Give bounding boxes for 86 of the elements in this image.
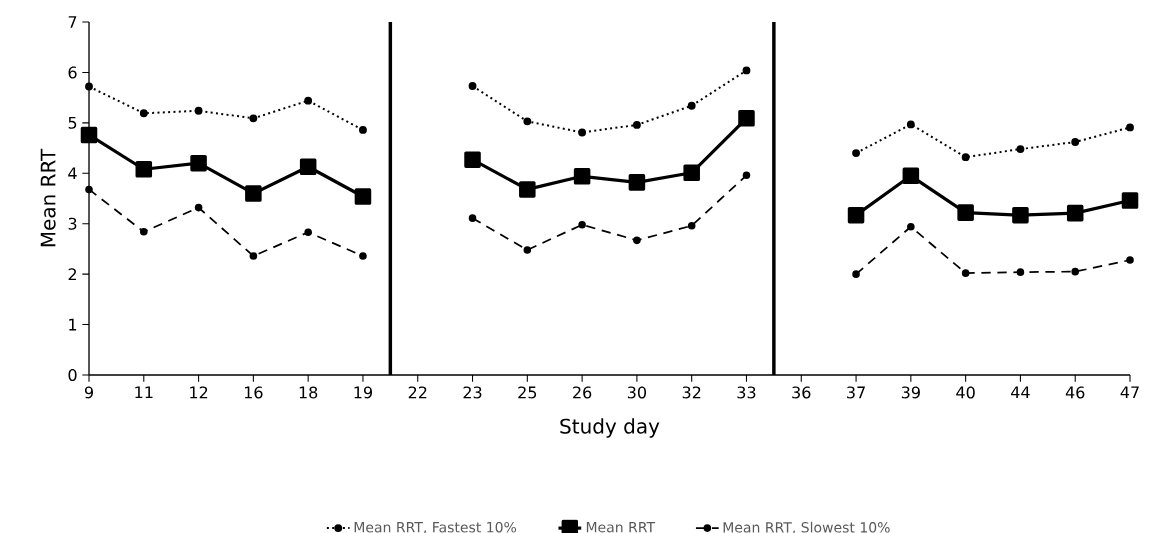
- point: [907, 222, 915, 231]
- point: [628, 174, 646, 191]
- x-tick-label: 44: [1011, 386, 1030, 399]
- y-tick-label: 2: [68, 268, 77, 281]
- point: [742, 66, 751, 75]
- x-tick-label: 19: [354, 386, 372, 399]
- point: [1066, 204, 1084, 222]
- point: [852, 270, 860, 278]
- y-tick-label: 6: [68, 66, 77, 79]
- x-tick-label: 33: [737, 386, 756, 399]
- point: [190, 154, 207, 172]
- x-tick-label: 12: [190, 386, 208, 399]
- x-tick-label: 9: [84, 386, 93, 399]
- y-tick-label: 0: [68, 368, 77, 382]
- x-tick-label: 30: [627, 386, 647, 399]
- point: [632, 120, 641, 129]
- point: [961, 153, 970, 162]
- x-tick-label: 32: [682, 386, 701, 399]
- point: [139, 227, 148, 236]
- point: [687, 101, 696, 110]
- x-tick-label: 46: [1065, 386, 1085, 399]
- x-axis-title: Study day: [560, 418, 660, 438]
- x-tick-label: 26: [573, 386, 592, 399]
- y-tick-label: 3: [68, 217, 77, 230]
- point: [961, 269, 970, 277]
- point: [468, 214, 477, 222]
- point: [139, 109, 148, 118]
- point: [304, 228, 312, 237]
- point: [194, 106, 203, 115]
- y-tick-label: 4: [68, 167, 77, 180]
- point: [519, 181, 536, 198]
- point: [249, 252, 258, 260]
- x-tick-label: 47: [1120, 386, 1139, 399]
- point: [304, 96, 313, 105]
- point: [957, 204, 974, 221]
- point: [359, 252, 367, 260]
- x-tick-label: 23: [463, 386, 482, 399]
- point: [85, 82, 93, 91]
- x-tick-label: 40: [956, 386, 975, 399]
- point: [523, 246, 532, 254]
- point: [245, 185, 262, 202]
- point: [80, 126, 98, 144]
- y-tick-label: 1: [69, 318, 77, 331]
- point: [847, 206, 865, 224]
- point: [1126, 123, 1134, 132]
- y-tick-label: 5: [68, 116, 77, 129]
- point: [1121, 192, 1139, 209]
- point: [738, 110, 755, 127]
- x-tick-label: 18: [299, 386, 318, 399]
- point: [1016, 145, 1025, 154]
- point: [1071, 267, 1080, 276]
- point: [1071, 138, 1080, 146]
- point: [523, 117, 532, 126]
- x-tick-label: 22: [408, 386, 427, 399]
- x-tick-label: 36: [792, 386, 811, 399]
- x-tick-label: 39: [901, 386, 920, 399]
- point: [464, 151, 481, 168]
- x-tick-label: 11: [135, 386, 153, 399]
- point: [902, 167, 920, 185]
- point: [194, 203, 203, 212]
- point: [354, 188, 372, 205]
- point: [249, 114, 258, 123]
- point: [906, 120, 915, 129]
- point: [468, 82, 477, 90]
- point: [299, 158, 317, 176]
- point: [359, 125, 367, 134]
- point: [135, 160, 153, 178]
- point: [1016, 268, 1025, 276]
- x-tick-label: 25: [518, 386, 537, 399]
- point: [742, 171, 751, 180]
- y-tick-label: 7: [68, 16, 77, 28]
- point: [85, 185, 93, 194]
- point: [683, 164, 700, 182]
- point: [1126, 256, 1134, 264]
- point: [852, 149, 860, 158]
- point: [573, 168, 591, 185]
- x-tick-label: 37: [847, 386, 865, 399]
- point: [1012, 206, 1029, 224]
- x-tick-label: 16: [244, 386, 263, 399]
- point: [687, 221, 696, 230]
- point: [578, 220, 586, 229]
- y-axis-title: Mean RRT: [40, 148, 56, 247]
- point: [578, 128, 587, 137]
- legend-label: Mean RRT: [586, 522, 656, 533]
- legend-label: Mean RRT, Fastest 10%: [354, 521, 517, 533]
- point: [633, 236, 641, 245]
